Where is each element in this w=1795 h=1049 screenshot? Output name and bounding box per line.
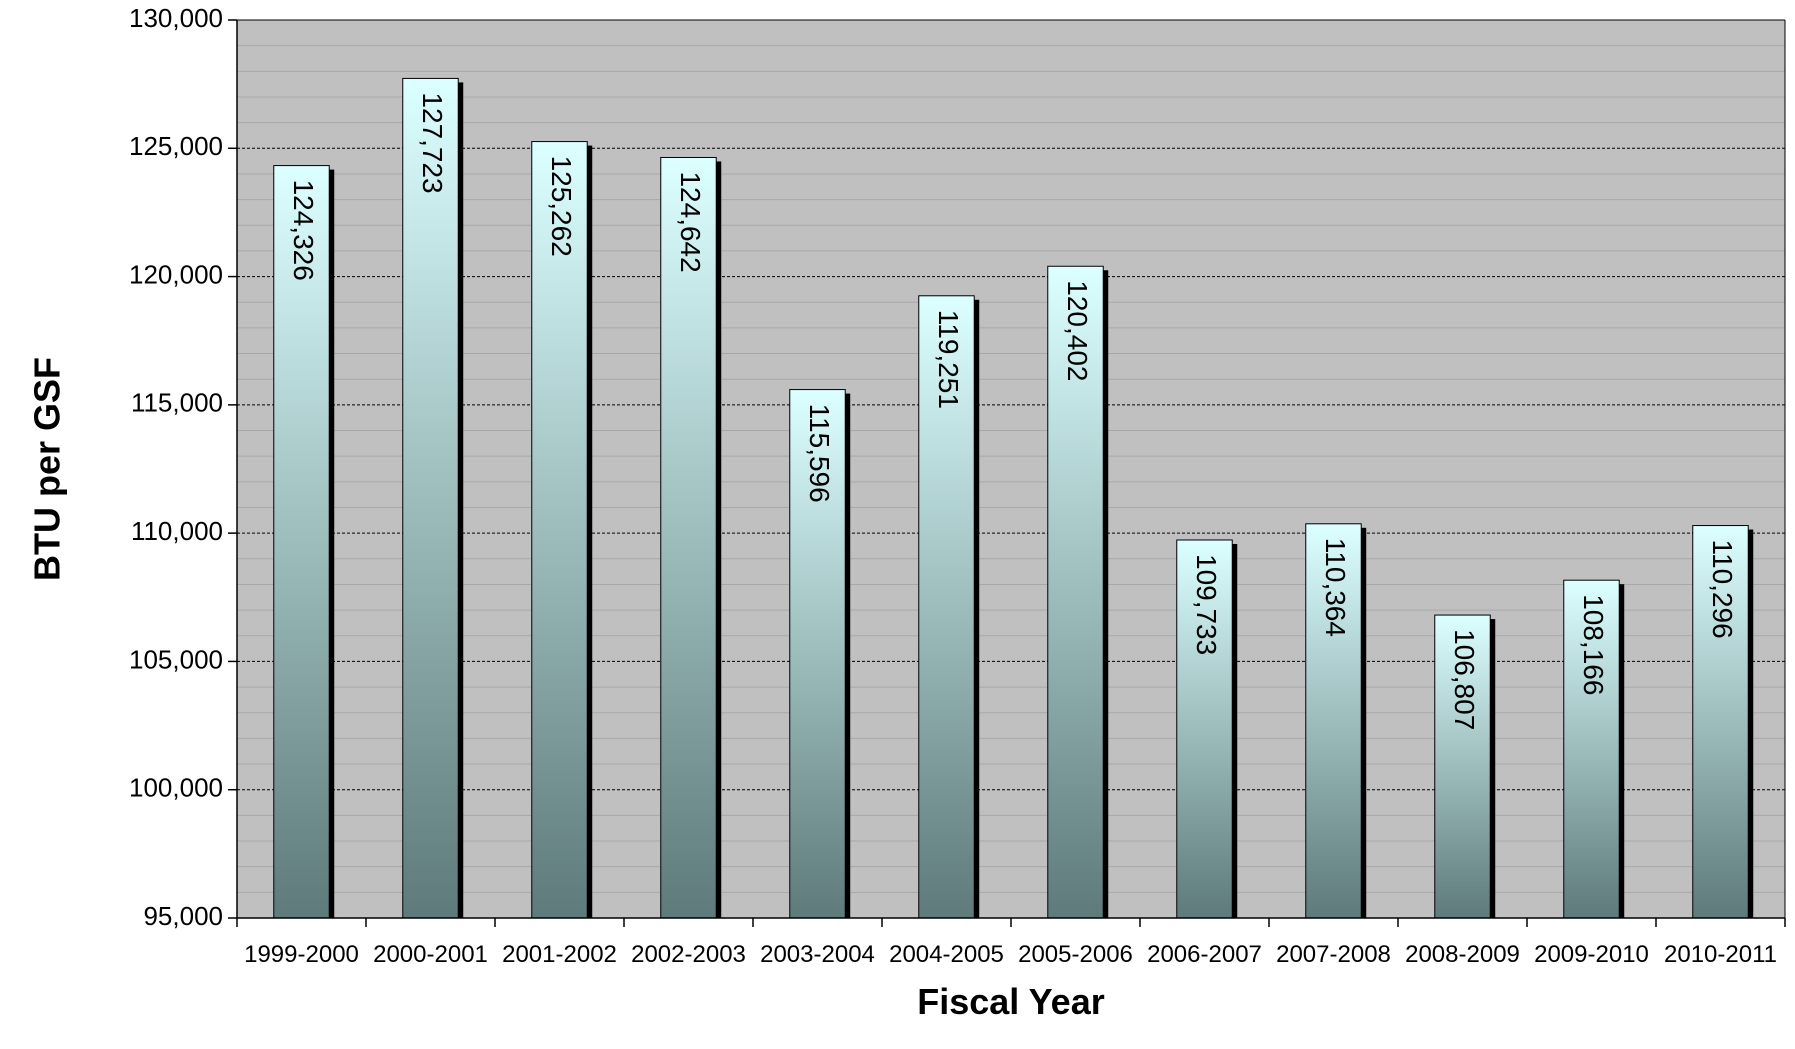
data-label: 115,596 — [804, 404, 835, 503]
data-label: 120,402 — [1062, 280, 1093, 381]
y-tick-label: 115,000 — [131, 388, 223, 418]
data-label: 109,733 — [1191, 554, 1222, 655]
x-tick-label: 2005-2006 — [1018, 941, 1133, 968]
plot-area — [237, 20, 1785, 918]
x-tick-label: 2000-2001 — [373, 941, 488, 968]
bar-1999-2000 — [273, 165, 330, 919]
y-tick-label: 130,000 — [129, 3, 223, 33]
x-tick-label: 1999-2000 — [244, 941, 359, 968]
x-tick-label: 2004-2005 — [889, 941, 1004, 968]
data-label: 106,807 — [1449, 629, 1480, 730]
data-label: 127,723 — [417, 92, 448, 193]
bar-2010-2011 — [1692, 525, 1749, 919]
y-axis-title: BTU per GSF — [27, 357, 68, 581]
data-label: 108,166 — [1578, 594, 1609, 695]
data-label: 124,326 — [288, 180, 319, 281]
x-tick-label: 2008-2009 — [1405, 941, 1520, 968]
axis-labels: 95,000 100,000 105,000 110,000 115,000 120,00… — [129, 3, 1777, 968]
y-tick-label: 105,000 — [129, 644, 223, 674]
x-tick-label: 2002-2003 — [631, 941, 746, 968]
y-tick-label: 125,000 — [129, 131, 223, 161]
x-tick-label: 2001-2002 — [502, 941, 617, 968]
y-tick-label: 95,000 — [143, 901, 223, 931]
bar-2009-2010 — [1563, 579, 1620, 919]
bar-2003-2004 — [789, 389, 846, 919]
x-tick-label: 2010-2011 — [1664, 941, 1777, 968]
x-tick-label: 2003-2004 — [760, 941, 875, 968]
bars: 124,326 127,723 125,262 124,642 115,596 119,2… — [273, 77, 1754, 919]
bar-2000-2001 — [402, 77, 459, 919]
axes — [228, 19, 1786, 927]
x-tick-label: 2007-2008 — [1276, 941, 1391, 968]
y-tick-label: 110,000 — [131, 516, 223, 546]
gridlines — [237, 45, 1785, 893]
bar-2007-2008 — [1305, 523, 1362, 919]
data-label: 124,642 — [675, 171, 706, 272]
y-tick-label: 100,000 — [129, 773, 223, 803]
data-label: 125,262 — [546, 156, 577, 257]
x-tick-label: 2006-2007 — [1147, 941, 1262, 968]
data-label: 110,364 — [1320, 538, 1351, 637]
y-tick-label: 120,000 — [129, 259, 223, 289]
bar-2005-2006 — [1047, 265, 1104, 919]
x-axis-title: Fiscal Year — [917, 981, 1105, 1022]
bar-2001-2002 — [531, 141, 588, 919]
data-label: 119,251 — [933, 310, 964, 409]
bar-2004-2005 — [918, 295, 975, 919]
data-label: 110,296 — [1707, 540, 1738, 639]
x-tick-label: 2009-2010 — [1534, 941, 1649, 968]
bar-2006-2007 — [1176, 539, 1233, 919]
bar-2008-2009 — [1434, 614, 1491, 919]
